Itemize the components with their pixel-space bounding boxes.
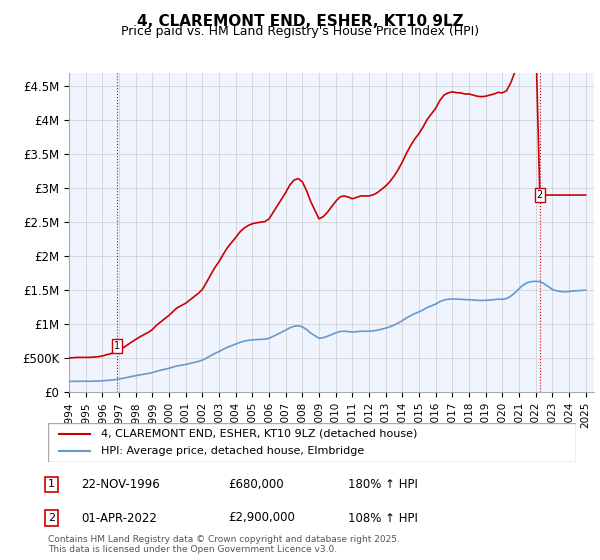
Text: 4, CLAREMONT END, ESHER, KT10 9LZ: 4, CLAREMONT END, ESHER, KT10 9LZ	[137, 14, 463, 29]
Text: 180% ↑ HPI: 180% ↑ HPI	[348, 478, 418, 491]
Text: 1: 1	[48, 479, 55, 489]
Text: HPI: Average price, detached house, Elmbridge: HPI: Average price, detached house, Elmb…	[101, 446, 364, 456]
Text: 2: 2	[537, 190, 543, 200]
Text: £680,000: £680,000	[228, 478, 284, 491]
Text: Contains HM Land Registry data © Crown copyright and database right 2025.
This d: Contains HM Land Registry data © Crown c…	[48, 535, 400, 554]
Text: 22-NOV-1996: 22-NOV-1996	[81, 478, 160, 491]
Text: 1: 1	[114, 341, 121, 351]
FancyBboxPatch shape	[48, 423, 576, 462]
Text: 108% ↑ HPI: 108% ↑ HPI	[348, 511, 418, 525]
Text: 01-APR-2022: 01-APR-2022	[81, 511, 157, 525]
Text: Price paid vs. HM Land Registry's House Price Index (HPI): Price paid vs. HM Land Registry's House …	[121, 25, 479, 38]
Text: 4, CLAREMONT END, ESHER, KT10 9LZ (detached house): 4, CLAREMONT END, ESHER, KT10 9LZ (detac…	[101, 429, 417, 439]
Text: £2,900,000: £2,900,000	[228, 511, 295, 525]
Text: 2: 2	[48, 513, 55, 523]
